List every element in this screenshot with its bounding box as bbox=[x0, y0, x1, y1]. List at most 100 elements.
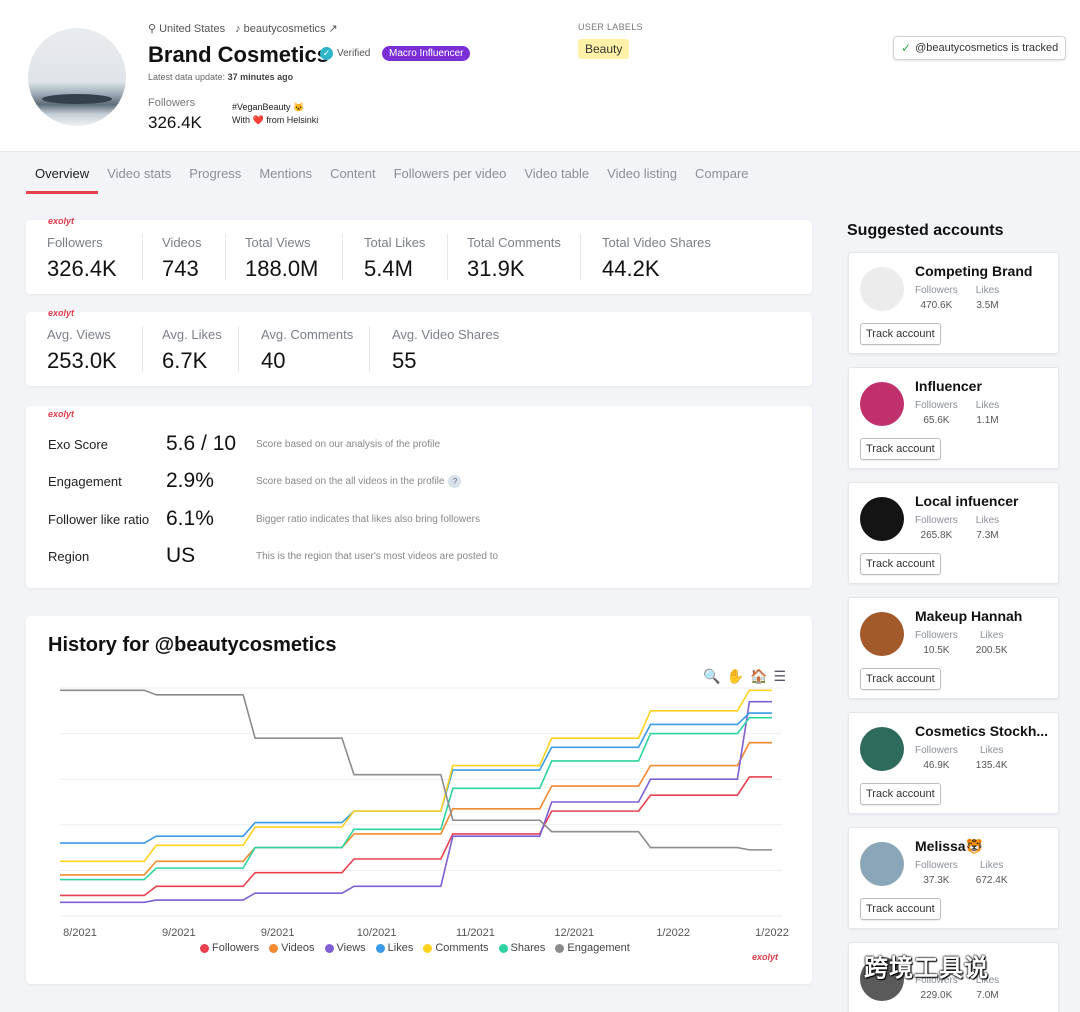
account-name[interactable]: Influencer bbox=[915, 378, 982, 394]
stat-total-likes: Total Likes 5.4M bbox=[364, 235, 426, 281]
track-account-button[interactable]: Track account bbox=[860, 323, 941, 345]
profile-bio: #VeganBeauty 🐱 With ❤️ from Helsinki bbox=[232, 101, 318, 127]
tab-video-stats[interactable]: Video stats bbox=[107, 166, 172, 181]
account-stats: Followers 10.5K Likes 200.5K bbox=[915, 630, 1008, 656]
track-account-button[interactable]: Track account bbox=[860, 783, 941, 805]
averages-card: exolyt Avg. Views 253.0K Avg. Likes 6.7K A… bbox=[26, 308, 812, 386]
account-stats: Followers 37.3K Likes 672.4K bbox=[915, 860, 1008, 886]
external-link-icon: ↗ bbox=[328, 23, 338, 35]
stat-total-views: Total Views 188.0M bbox=[245, 235, 319, 281]
stat-total-comments: Total Comments 31.9K bbox=[467, 235, 561, 281]
series-line-likes bbox=[60, 712, 772, 844]
tab-overview[interactable]: Overview bbox=[26, 158, 99, 194]
account-stats: Followers 470.6K Likes 3.5M bbox=[915, 285, 1000, 311]
x-tick-label: 9/2021 bbox=[162, 927, 196, 939]
check-circle-icon: ✓ bbox=[320, 47, 333, 60]
suggested-account-card[interactable]: Cosmetics Stockh... Followers 46.9K Likes 13… bbox=[848, 712, 1059, 814]
exolyt-logo: exolyt bbox=[48, 216, 75, 226]
x-tick-label: 9/2021 bbox=[261, 927, 295, 939]
profile-header: ⚲ United States ♪ beautycosmetics ↗ Brand C… bbox=[0, 0, 1080, 152]
suggested-account-card[interactable]: Local infuencer Followers 265.8K Likes 7.3M T… bbox=[848, 482, 1059, 584]
account-avatar bbox=[860, 382, 904, 426]
series-line-videos bbox=[60, 741, 772, 876]
followers-value: 326.4K bbox=[148, 113, 202, 132]
x-tick-label: 1/2022 bbox=[656, 927, 690, 939]
tab-content[interactable]: Content bbox=[330, 166, 376, 181]
scores-card: exolyt Exo Score 5.6 / 10 Score based on o… bbox=[26, 406, 812, 588]
series-line-views bbox=[60, 700, 772, 904]
account-name[interactable]: Makeup Hannah bbox=[915, 608, 1023, 624]
home-reset-icon[interactable]: 🏠 bbox=[750, 668, 768, 684]
account-name[interactable]: Local infuencer bbox=[915, 493, 1019, 509]
tab-mentions[interactable]: Mentions bbox=[259, 166, 313, 181]
profile-meta: ⚲ United States ♪ beautycosmetics ↗ bbox=[148, 22, 338, 36]
suggested-account-card[interactable]: Melissa🐯 Followers 37.3K Likes 672.4K Track a… bbox=[848, 827, 1059, 929]
pan-icon[interactable]: ✋ bbox=[726, 668, 744, 684]
profile-title: Brand Cosmetics bbox=[148, 42, 329, 67]
stat-total-video-shares: Total Video Shares 44.2K bbox=[602, 235, 711, 281]
legend-item-shares[interactable]: Shares bbox=[498, 942, 545, 954]
legend-item-videos[interactable]: Videos bbox=[269, 942, 315, 954]
tiktok-icon: ♪ bbox=[235, 22, 241, 35]
x-tick-label: 1/2022 bbox=[755, 927, 789, 939]
account-avatar bbox=[860, 727, 904, 771]
legend-item-likes[interactable]: Likes bbox=[375, 942, 413, 954]
followers-label: Followers bbox=[148, 97, 196, 109]
watermark-text: 跨境工具说 bbox=[864, 955, 989, 982]
account-name[interactable]: Competing Brand bbox=[915, 263, 1033, 279]
checkmark-icon: ✓ bbox=[901, 41, 912, 55]
zoom-icon[interactable]: 🔍 bbox=[703, 668, 721, 684]
account-avatar bbox=[860, 612, 904, 656]
exolyt-logo: exolyt bbox=[48, 409, 75, 419]
suggested-account-card[interactable]: Influencer Followers 65.6K Likes 1.1M Track a… bbox=[848, 367, 1059, 469]
user-labels-title: USER LABELS bbox=[578, 22, 643, 32]
chart-toolbar: 🔍 ✋ 🏠 ☰ bbox=[703, 668, 786, 685]
series-line-engagement bbox=[60, 689, 772, 851]
score-row-exo: Exo Score 5.6 / 10 Score based on our anal… bbox=[48, 432, 440, 455]
history-line-chart[interactable]: 8/2021 9/2021 9/2021 10/2021 11/2021 12/2021 1… bbox=[26, 616, 812, 984]
tab-followers-per-video[interactable]: Followers per video bbox=[393, 166, 507, 181]
tab-compare[interactable]: Compare bbox=[695, 166, 749, 181]
tab-video-table[interactable]: Video table bbox=[524, 166, 590, 181]
legend-item-engagement[interactable]: Engagement bbox=[555, 942, 630, 954]
score-row-engagement: Engagement 2.9% Score based on the all vid… bbox=[48, 469, 462, 493]
account-name[interactable]: Melissa🐯 bbox=[915, 838, 984, 854]
legend-item-comments[interactable]: Comments bbox=[423, 942, 489, 954]
track-account-button[interactable]: Track account bbox=[860, 553, 941, 575]
account-stats: Followers 46.9K Likes 135.4K bbox=[915, 745, 1008, 771]
account-name[interactable]: Cosmetics Stockh... bbox=[915, 723, 1049, 739]
track-account-button[interactable]: Track account bbox=[860, 668, 941, 690]
chart-legend: Followers Videos Views Likes Comments Shares E… bbox=[200, 942, 630, 954]
exolyt-logo: exolyt bbox=[752, 952, 779, 962]
suggested-account-card[interactable]: Makeup Hannah Followers 10.5K Likes 200.5K Tr… bbox=[848, 597, 1059, 699]
track-account-button[interactable]: Track account bbox=[860, 438, 941, 460]
account-avatar bbox=[860, 267, 904, 311]
score-row-follower-like-ratio: Follower like ratio 6.1% Bigger ratio indi… bbox=[48, 507, 480, 530]
location: ⚲ United States bbox=[148, 22, 226, 36]
tracked-status-button[interactable]: ✓ @beautycosmetics is tracked bbox=[893, 36, 1067, 60]
profile-avatar bbox=[28, 28, 126, 126]
menu-icon[interactable]: ☰ bbox=[773, 668, 786, 684]
totals-card: exolyt Followers 326.4K Videos 743 Total V… bbox=[26, 216, 812, 294]
tab-progress[interactable]: Progress bbox=[189, 166, 242, 181]
stat-avg-video-shares: Avg. Video Shares 55 bbox=[392, 327, 500, 373]
score-row-region: Region US This is the region that user's m… bbox=[48, 544, 499, 567]
account-stats: Followers 65.6K Likes 1.1M bbox=[915, 400, 1000, 426]
track-account-button[interactable]: Track account bbox=[860, 898, 941, 920]
verified-badge: ✓ Verified bbox=[320, 47, 370, 60]
influencer-tier-badge: Macro Influencer bbox=[382, 46, 471, 61]
series-line-shares bbox=[60, 716, 772, 881]
legend-item-followers[interactable]: Followers bbox=[200, 942, 259, 954]
location-pin-icon: ⚲ bbox=[148, 23, 157, 35]
suggested-account-card[interactable]: Competing Brand Followers 470.6K Likes 3.5M T… bbox=[848, 252, 1059, 354]
legend-item-views[interactable]: Views bbox=[324, 942, 366, 954]
tiktok-handle-link[interactable]: ♪ beautycosmetics ↗ bbox=[235, 22, 338, 36]
help-icon[interactable]: ? bbox=[448, 474, 462, 488]
user-label-chip[interactable]: Beauty bbox=[578, 39, 630, 59]
profile-tabs: Overview Video stats Progress Mentions C… bbox=[26, 158, 758, 194]
series-line-followers bbox=[60, 776, 772, 897]
account-avatar bbox=[860, 957, 904, 1001]
account-avatar bbox=[860, 842, 904, 886]
tab-video-listing[interactable]: Video listing bbox=[607, 166, 678, 181]
